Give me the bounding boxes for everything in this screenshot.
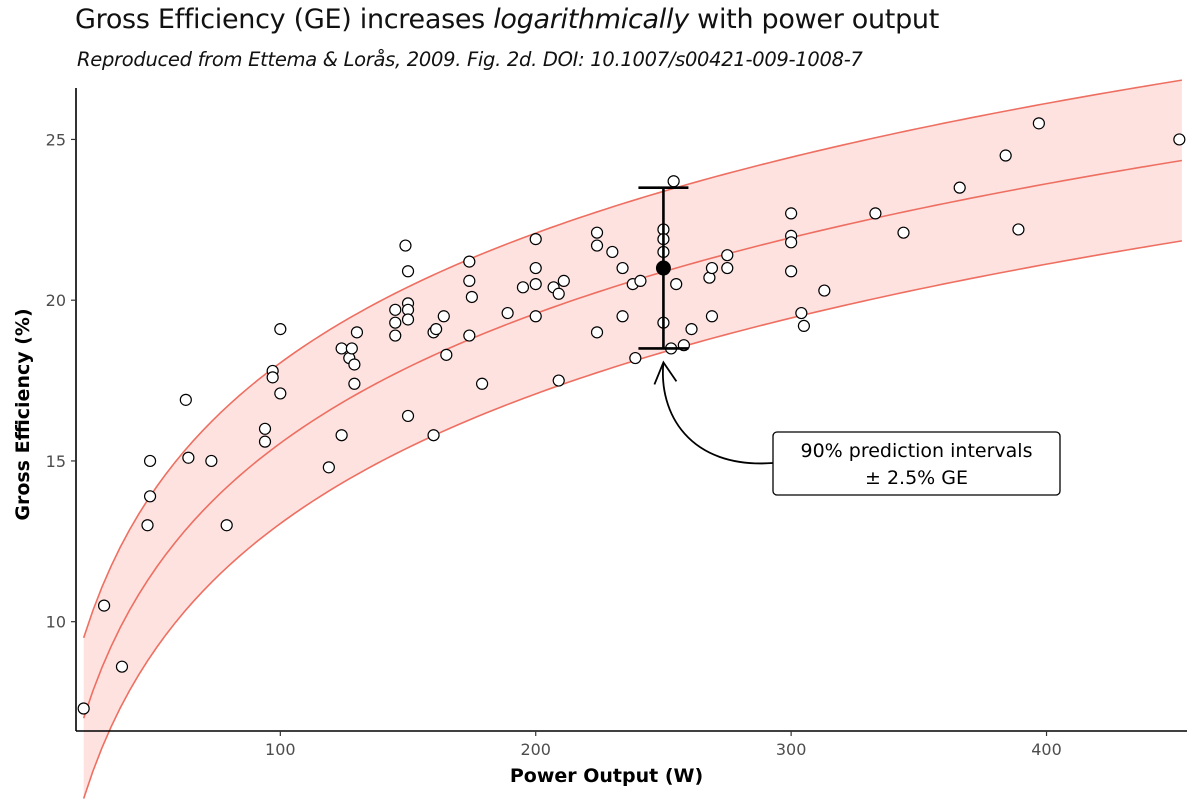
y-tick-label: 25 [46,130,66,149]
data-point [785,236,798,249]
data-point [427,429,440,442]
data-point [999,149,1012,162]
x-tick-label: 400 [1031,740,1062,759]
data-point [590,226,604,239]
data-point [552,287,565,300]
data-point [348,358,361,371]
prediction-point [655,260,671,276]
data-point [629,351,642,365]
data-point [463,329,476,342]
data-point [463,255,476,268]
annotation-line-1: 90% prediction intervals [801,440,1033,462]
data-point [501,306,514,320]
data-point [350,326,364,339]
data-point [897,226,910,239]
data-point [1012,223,1025,236]
data-point [274,387,287,400]
data-point [440,348,453,361]
data-point [115,660,129,673]
data-point [529,233,542,246]
prediction-interval-band [83,80,1182,799]
data-point [953,181,966,194]
data-point [795,306,808,320]
data-point [785,207,798,220]
data-point [685,323,698,336]
data-point [667,175,680,188]
data-point [322,461,335,474]
data-point [818,284,831,297]
data-point [179,393,192,406]
data-point [705,310,719,323]
data-point [335,429,348,442]
data-point [797,319,811,333]
data-point [590,326,604,339]
annotation-line-2: ± 2.5% GE [865,467,968,489]
data-point [705,261,719,275]
data-point [348,377,361,390]
chart-title-suffix: with power output [688,4,940,35]
annotation-arrow [661,362,774,465]
data-point [590,239,604,252]
y-tick-label: 15 [46,452,66,471]
data-point [529,278,542,291]
data-point [616,310,629,323]
data-point [97,599,111,612]
data-point [266,371,279,384]
data-point [401,265,415,278]
data-point [182,451,195,464]
x-tick-label: 300 [776,740,807,759]
chart-title: Gross Efficiency (GE) increases logarith… [75,4,939,35]
data-point [437,310,450,323]
data-point [475,377,489,390]
data-point [616,261,629,275]
data-point [529,310,542,323]
data-point [606,245,619,259]
x-axis-title: Power Output (W) [510,765,703,787]
annotation-box [772,431,1061,496]
data-point [220,519,233,532]
chart-title-emphasis: logarithmically [493,4,689,35]
data-point [552,374,565,387]
data-point [143,454,157,468]
data-point [143,490,157,503]
data-point [258,435,272,448]
data-point [529,261,542,275]
upper-interval-curve [82,79,1183,639]
data-point [389,303,402,316]
data-point [557,274,570,287]
x-tick-label: 200 [520,740,551,759]
data-point [1173,133,1186,146]
chart-subtitle: Reproduced from Ettema & Lorås, 2009. Fi… [77,48,863,71]
data-point [205,454,218,468]
data-point [869,207,882,220]
data-point [1032,117,1045,130]
data-point [401,409,415,423]
chart-title-prefix: Gross Efficiency (GE) increases [75,4,494,35]
data-point [430,323,443,336]
data-point [258,422,272,435]
y-tick-label: 20 [46,291,66,310]
annotation-arrowhead [653,360,678,385]
x-tick-label: 100 [265,740,296,759]
data-point [785,265,798,278]
data-point [721,249,734,262]
data-point [463,274,476,287]
data-point [389,316,402,329]
data-point [516,281,530,294]
data-point [141,519,154,532]
y-axis-title: Gross Efficiency (%) [12,308,34,520]
data-point [399,239,412,252]
y-tick-label: 10 [46,613,66,632]
data-point [389,329,402,342]
data-point [670,278,683,291]
data-point [401,313,415,326]
data-point [721,261,734,275]
data-point [345,342,358,355]
data-point [335,342,348,355]
data-point [465,290,478,304]
data-point [274,323,287,336]
data-point [77,702,90,715]
data-point [634,274,647,287]
